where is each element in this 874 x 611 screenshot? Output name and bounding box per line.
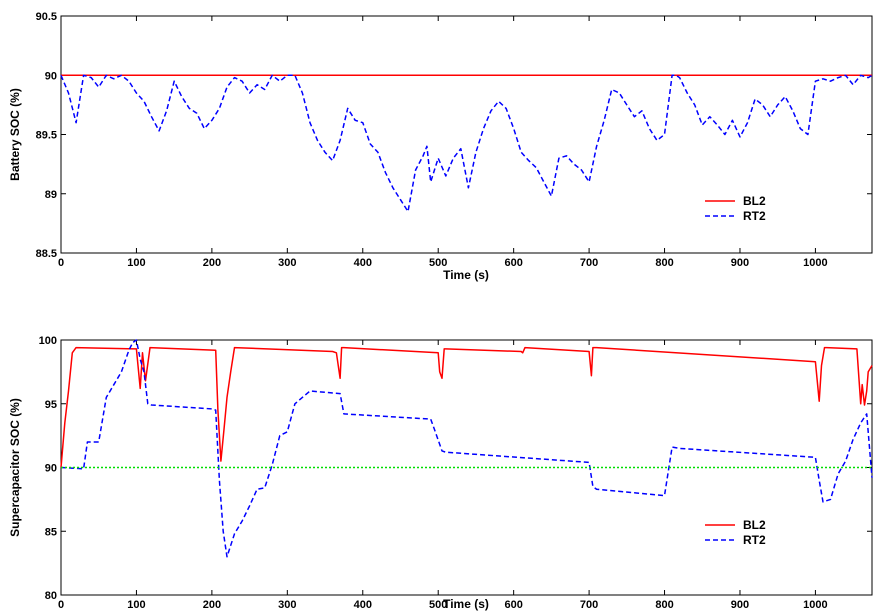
y-tick-label: 89	[45, 189, 57, 201]
x-tick-label: 900	[731, 257, 749, 269]
x-tick-label: 500	[429, 257, 447, 269]
y-tick-label: 90.5	[36, 11, 57, 23]
x-tick-label: 0	[58, 257, 64, 269]
y-axis-label: Supercapacitor SOC (%)	[8, 398, 22, 537]
y-tick-label: 88.5	[36, 248, 57, 260]
y-tick-label: 95	[45, 399, 57, 411]
legend-label-bl2: BL2	[743, 194, 766, 208]
x-axis-label: Time (s)	[443, 268, 489, 282]
x-tick-label: 100	[127, 599, 145, 611]
x-tick-label: 800	[655, 257, 673, 269]
series-lines	[60, 74, 873, 213]
y-tick-label: 80	[45, 590, 57, 602]
legend-label-rt2: RT2	[743, 209, 766, 223]
plot-area-frame	[60, 15, 873, 254]
x-tick-label: 400	[354, 257, 372, 269]
x-tick-label: 100	[127, 257, 145, 269]
x-tick-label: 600	[504, 257, 522, 269]
x-axis-label: Time (s)	[443, 597, 489, 611]
x-tick-label: 900	[731, 599, 749, 611]
x-tick-label: 700	[580, 257, 598, 269]
series-lines	[60, 339, 873, 558]
series-line-rt2	[60, 339, 873, 558]
x-ticks: 0 100 200 300 400 500 600 700 800 900 1000	[58, 16, 828, 269]
x-tick-label: 800	[655, 599, 673, 611]
legend-label-rt2: RT2	[743, 533, 766, 547]
x-tick-label: 600	[504, 599, 522, 611]
y-tick-label: 90	[45, 70, 57, 82]
x-tick-label: 1000	[803, 599, 827, 611]
x-tick-label: 200	[203, 599, 221, 611]
x-ticks: 0 100 200 300 400 500 600 700 800 900 1000	[58, 340, 828, 611]
y-axis-label: Battery SOC (%)	[8, 88, 22, 181]
y-tick-label: 85	[45, 526, 57, 538]
x-tick-label: 400	[354, 599, 372, 611]
x-tick-label: 700	[580, 599, 598, 611]
y-tick-label: 90	[45, 463, 57, 475]
x-tick-label: 1000	[803, 257, 827, 269]
y-tick-label: 89.5	[36, 130, 57, 142]
y-ticks: 88.5 89 89.5 90 90.5	[36, 11, 872, 260]
x-tick-label: 300	[278, 599, 296, 611]
legend-label-bl2: BL2	[743, 518, 766, 532]
y-ticks: 80 85 90 95 100	[39, 335, 872, 602]
x-tick-label: 0	[58, 599, 64, 611]
supercapacitor-soc-plot: 80 85 90 95 100 0 100 200 300 400 500 600 700 800 900…	[8, 335, 873, 611]
x-tick-label: 200	[203, 257, 221, 269]
x-tick-label: 300	[278, 257, 296, 269]
x-tick-label: 500	[429, 599, 447, 611]
series-line-rt2	[60, 74, 873, 213]
y-tick-label: 100	[39, 335, 57, 347]
